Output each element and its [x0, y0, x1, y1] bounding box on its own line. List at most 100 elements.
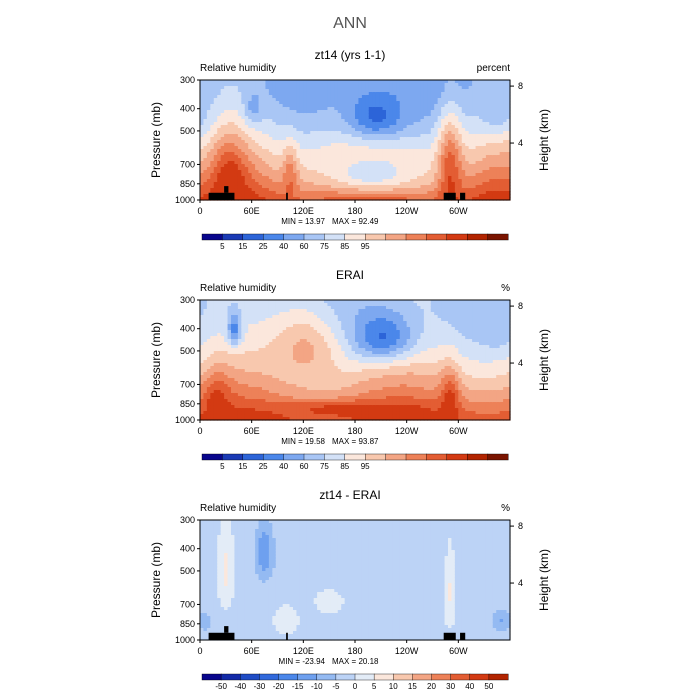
- heatmap-cell: [434, 194, 439, 198]
- heatmap-cell: [206, 402, 211, 406]
- heatmap-cell: [296, 110, 301, 114]
- heatmap-cell: [303, 363, 308, 367]
- heatmap-cell: [293, 152, 298, 156]
- heatmap-cell: [372, 191, 377, 195]
- heatmap-cell: [200, 185, 205, 189]
- heatmap-cell: [220, 333, 225, 337]
- heatmap-cell: [441, 158, 446, 162]
- heatmap-cell: [272, 188, 277, 192]
- heatmap-cell: [272, 417, 277, 421]
- heatmap-cell: [503, 134, 508, 138]
- heatmap-cell: [496, 164, 501, 168]
- heatmap-cell: [265, 342, 270, 346]
- heatmap-cell: [375, 137, 380, 141]
- heatmap-cell: [299, 125, 304, 129]
- heatmap-cell: [423, 89, 428, 93]
- heatmap-cell: [382, 137, 387, 141]
- colorbar-swatch: [426, 233, 448, 241]
- heatmap-cell: [454, 152, 459, 156]
- heatmap-cell: [448, 143, 453, 147]
- heatmap-cell: [492, 86, 497, 90]
- heatmap-cell: [382, 191, 387, 195]
- heatmap-cell: [262, 185, 267, 189]
- heatmap-cell: [303, 116, 308, 120]
- heatmap-cell: [334, 98, 339, 102]
- heatmap-cell: [503, 158, 508, 162]
- heatmap-cell: [241, 173, 246, 177]
- heatmap-cell: [296, 414, 301, 418]
- heatmap-cell: [206, 387, 211, 391]
- heatmap-cell: [224, 95, 229, 99]
- heatmap-cell: [262, 402, 267, 406]
- heatmap-cell: [227, 107, 232, 111]
- heatmap-cell: [220, 327, 225, 331]
- heatmap-cell: [275, 393, 280, 397]
- heatmap-cell: [234, 384, 239, 388]
- heatmap-cell: [306, 333, 311, 337]
- heatmap-cell: [468, 167, 473, 171]
- heatmap-cell: [203, 363, 208, 367]
- heatmap-cell: [344, 167, 349, 171]
- heatmap-cell: [265, 125, 270, 129]
- heatmap-cell: [234, 131, 239, 135]
- heatmap-cell: [293, 89, 298, 93]
- heatmap-cell: [248, 363, 253, 367]
- heatmap-cell: [444, 161, 449, 165]
- heatmap-cell: [258, 405, 263, 409]
- heatmap-cell: [220, 399, 225, 403]
- heatmap-cell: [248, 417, 253, 421]
- heatmap-cell: [224, 402, 229, 406]
- heatmap-cell: [279, 89, 284, 93]
- heatmap-cell: [248, 182, 253, 186]
- heatmap-cell: [506, 86, 511, 90]
- heatmap-cell: [299, 167, 304, 171]
- heatmap-cell: [492, 89, 497, 93]
- heatmap-cell: [275, 309, 280, 313]
- heatmap-cell: [361, 89, 366, 93]
- heatmap-cell: [299, 170, 304, 174]
- heatmap-cell: [206, 390, 211, 394]
- heatmap-cell: [241, 197, 246, 201]
- heatmap-cell: [479, 83, 484, 87]
- heatmap-cell: [303, 360, 308, 364]
- heatmap-cell: [293, 345, 298, 349]
- heatmap-cell: [224, 155, 229, 159]
- heatmap-cell: [317, 167, 322, 171]
- heatmap-cell: [289, 411, 294, 415]
- heatmap-cell: [503, 107, 508, 111]
- heatmap-cell: [262, 155, 267, 159]
- heatmap-cell: [241, 300, 246, 304]
- heatmap-cell: [255, 378, 260, 382]
- heatmap-cell: [268, 375, 273, 379]
- heatmap-cell: [203, 384, 208, 388]
- heatmap-cell: [454, 134, 459, 138]
- heatmap-cell: [444, 137, 449, 141]
- heatmap-cell: [448, 149, 453, 153]
- heatmap-cell: [330, 173, 335, 177]
- heatmap-cell: [444, 140, 449, 144]
- heatmap-cell: [279, 128, 284, 132]
- heatmap-cell: [217, 306, 222, 310]
- heatmap-cell: [341, 137, 346, 141]
- heatmap-cell: [231, 98, 236, 102]
- heatmap-cell: [237, 134, 242, 138]
- heatmap-cell: [265, 176, 270, 180]
- heatmap-cell: [220, 110, 225, 114]
- heatmap-cell: [441, 173, 446, 177]
- heatmap-cell: [313, 167, 318, 171]
- x-tick-label: 60E: [244, 206, 260, 216]
- heatmap-cell: [293, 396, 298, 400]
- heatmap-cell: [275, 414, 280, 418]
- heatmap-cell: [365, 140, 370, 144]
- heatmap-cell: [303, 375, 308, 379]
- heatmap-cell: [306, 399, 311, 403]
- heatmap-cell: [303, 194, 308, 198]
- heatmap-cell: [200, 143, 205, 147]
- heatmap-cell: [410, 191, 415, 195]
- heatmap-cell: [299, 80, 304, 84]
- heatmap-cell: [282, 336, 287, 340]
- heatmap-cell: [217, 167, 222, 171]
- heatmap-cell: [465, 83, 470, 87]
- heatmap-cell: [206, 321, 211, 325]
- heatmap-cell: [313, 131, 318, 135]
